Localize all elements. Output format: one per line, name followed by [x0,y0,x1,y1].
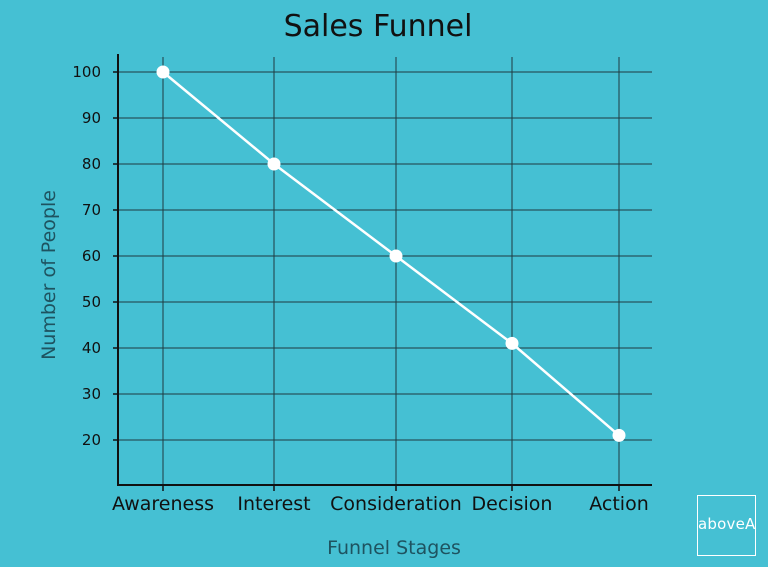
chart-title: Sales Funnel [284,9,473,44]
y-tick-label: 70 [82,201,101,219]
y-tick-labels: 20 30 40 50 60 70 80 90 100 [72,63,101,449]
x-tick-labels: Awareness Interest Consideration Decision Ac… [112,493,649,515]
x-tick-label: Decision [472,493,553,515]
y-tick-label: 40 [82,339,101,357]
data-point [389,249,403,263]
data-point [156,65,170,79]
y-tick-label: 60 [82,247,101,265]
x-tick-label: Awareness [112,493,214,515]
series-layer [156,65,626,442]
y-tick-label: 30 [82,385,101,403]
brand-logo: aboveA [697,495,756,556]
axis-layer [113,54,652,491]
x-axis-title: Funnel Stages [327,537,461,559]
x-tick-label: Action [589,493,649,515]
data-point [612,428,626,442]
data-point [505,336,519,350]
data-point [267,157,281,171]
grid-layer [118,57,652,485]
x-tick-label: Consideration [330,493,462,515]
y-tick-label: 80 [82,155,101,173]
y-tick-label: 20 [82,431,101,449]
y-tick-label: 50 [82,293,101,311]
brand-logo-text: aboveA [698,515,756,533]
y-axis-title: Number of People [38,190,60,360]
y-tick-label: 100 [72,63,101,81]
x-tick-label: Interest [237,493,310,515]
y-tick-label: 90 [82,109,101,127]
